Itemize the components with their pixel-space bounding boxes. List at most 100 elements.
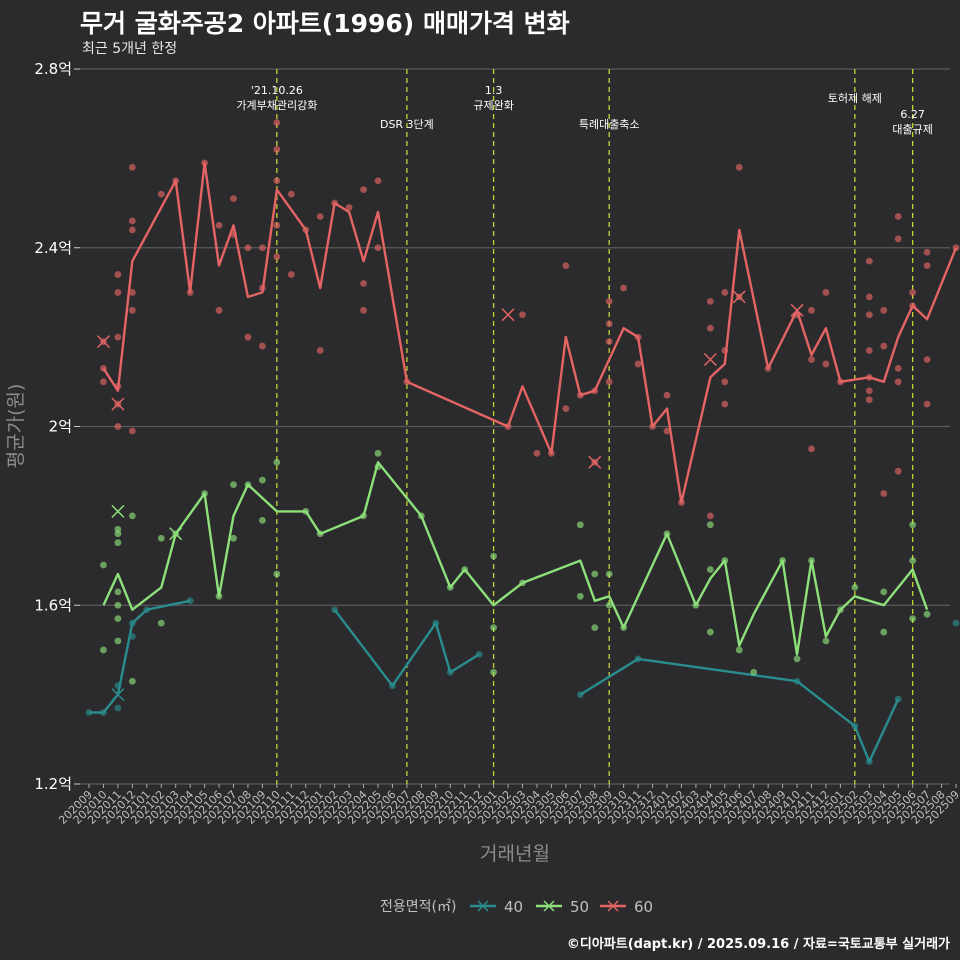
data-point-60	[880, 306, 888, 314]
data-point-50	[663, 530, 671, 538]
data-point-50	[259, 476, 266, 484]
data-point-60	[533, 449, 541, 457]
data-point-60	[706, 324, 714, 332]
data-point-60	[865, 311, 873, 319]
data-point-50	[605, 570, 613, 578]
series-line-40	[579, 657, 900, 763]
data-point-50	[215, 592, 223, 600]
data-point-60	[865, 373, 873, 381]
data-point-60	[519, 311, 526, 319]
data-point-50	[302, 508, 310, 515]
data-point-50	[620, 624, 628, 631]
data-point-60	[128, 217, 136, 225]
data-point-50	[490, 624, 497, 631]
data-point-60	[576, 391, 584, 399]
data-point-50	[808, 557, 815, 564]
data-point-40	[143, 606, 151, 614]
data-point-50	[880, 588, 888, 596]
annotation-label: 가계부채관리강화	[236, 99, 317, 112]
data-point-50	[461, 566, 469, 573]
data-point-40	[432, 619, 440, 627]
data-point-50	[909, 557, 917, 564]
data-point-40	[128, 633, 136, 640]
data-point-60	[316, 347, 324, 354]
data-point-40	[100, 709, 107, 716]
data-point-60	[287, 271, 295, 278]
data-point-60	[880, 490, 888, 497]
data-point-60	[331, 199, 339, 207]
cross-stroke	[111, 504, 125, 518]
data-point-60	[678, 499, 685, 506]
data-point-60	[360, 186, 367, 194]
data-point-50	[706, 521, 714, 529]
data-point-60	[244, 333, 252, 341]
chart-subtitle: 최근 5개년 한정	[82, 41, 178, 57]
data-point-60	[706, 297, 714, 305]
data-point-60	[100, 365, 107, 372]
data-point-60	[663, 391, 671, 399]
policy-lines	[276, 69, 914, 784]
data-point-60	[663, 427, 671, 435]
y-tick-label: 1.6억	[34, 596, 72, 614]
cross-marker-60	[732, 290, 746, 304]
data-point-60	[259, 244, 266, 252]
legend-label: 50	[570, 898, 589, 916]
data-point-60	[605, 338, 613, 345]
annotation-label: 규제완화	[473, 99, 513, 112]
data-point-60	[128, 289, 136, 296]
data-point-60	[128, 306, 136, 314]
data-point-60	[562, 405, 570, 413]
data-point-50	[779, 557, 786, 564]
data-point-60	[114, 423, 122, 430]
data-point-50	[201, 490, 209, 497]
data-point-60	[230, 230, 237, 238]
legend-key-cross	[607, 900, 619, 912]
annotation-label: 6.27	[900, 108, 925, 121]
data-point-60	[273, 177, 281, 185]
data-point-40	[85, 709, 93, 716]
cross-stroke	[703, 352, 717, 366]
data-point-50	[750, 668, 758, 676]
data-point-60	[923, 400, 931, 408]
data-point-50	[100, 646, 107, 654]
annotation-label: 1.3	[485, 84, 503, 97]
data-point-50	[735, 646, 743, 654]
data-point-50	[230, 534, 237, 542]
data-point-40	[865, 758, 873, 766]
data-point-60	[894, 467, 902, 475]
data-point-60	[259, 342, 266, 350]
data-point-50	[114, 637, 122, 645]
series-points	[85, 119, 960, 766]
cross-stroke	[111, 688, 125, 702]
series-lines	[89, 161, 958, 763]
data-point-60	[923, 356, 931, 363]
cross-marker-60	[790, 303, 804, 317]
data-point-60	[735, 163, 743, 171]
data-point-60	[952, 244, 960, 252]
cross-marker-40	[111, 688, 125, 702]
data-point-60	[721, 347, 729, 354]
data-point-60	[273, 119, 281, 127]
cross-stroke	[96, 335, 110, 349]
data-point-60	[923, 262, 931, 270]
data-point-60	[865, 293, 873, 301]
data-point-60	[403, 378, 411, 386]
data-point-50	[490, 668, 497, 676]
data-point-60	[865, 347, 873, 354]
data-point-60	[360, 280, 367, 287]
data-point-60	[374, 244, 382, 252]
data-point-60	[114, 271, 122, 278]
data-point-40	[634, 655, 642, 663]
data-point-50	[114, 615, 122, 623]
data-point-60	[287, 190, 295, 198]
data-point-60	[605, 378, 613, 386]
data-point-50	[576, 521, 584, 529]
cross-stroke	[111, 397, 125, 411]
data-point-60	[128, 163, 136, 171]
data-point-60	[808, 306, 815, 314]
legend-title: 전용면적(㎡)	[380, 899, 456, 915]
data-point-40	[331, 606, 339, 614]
data-point-60	[822, 360, 830, 368]
